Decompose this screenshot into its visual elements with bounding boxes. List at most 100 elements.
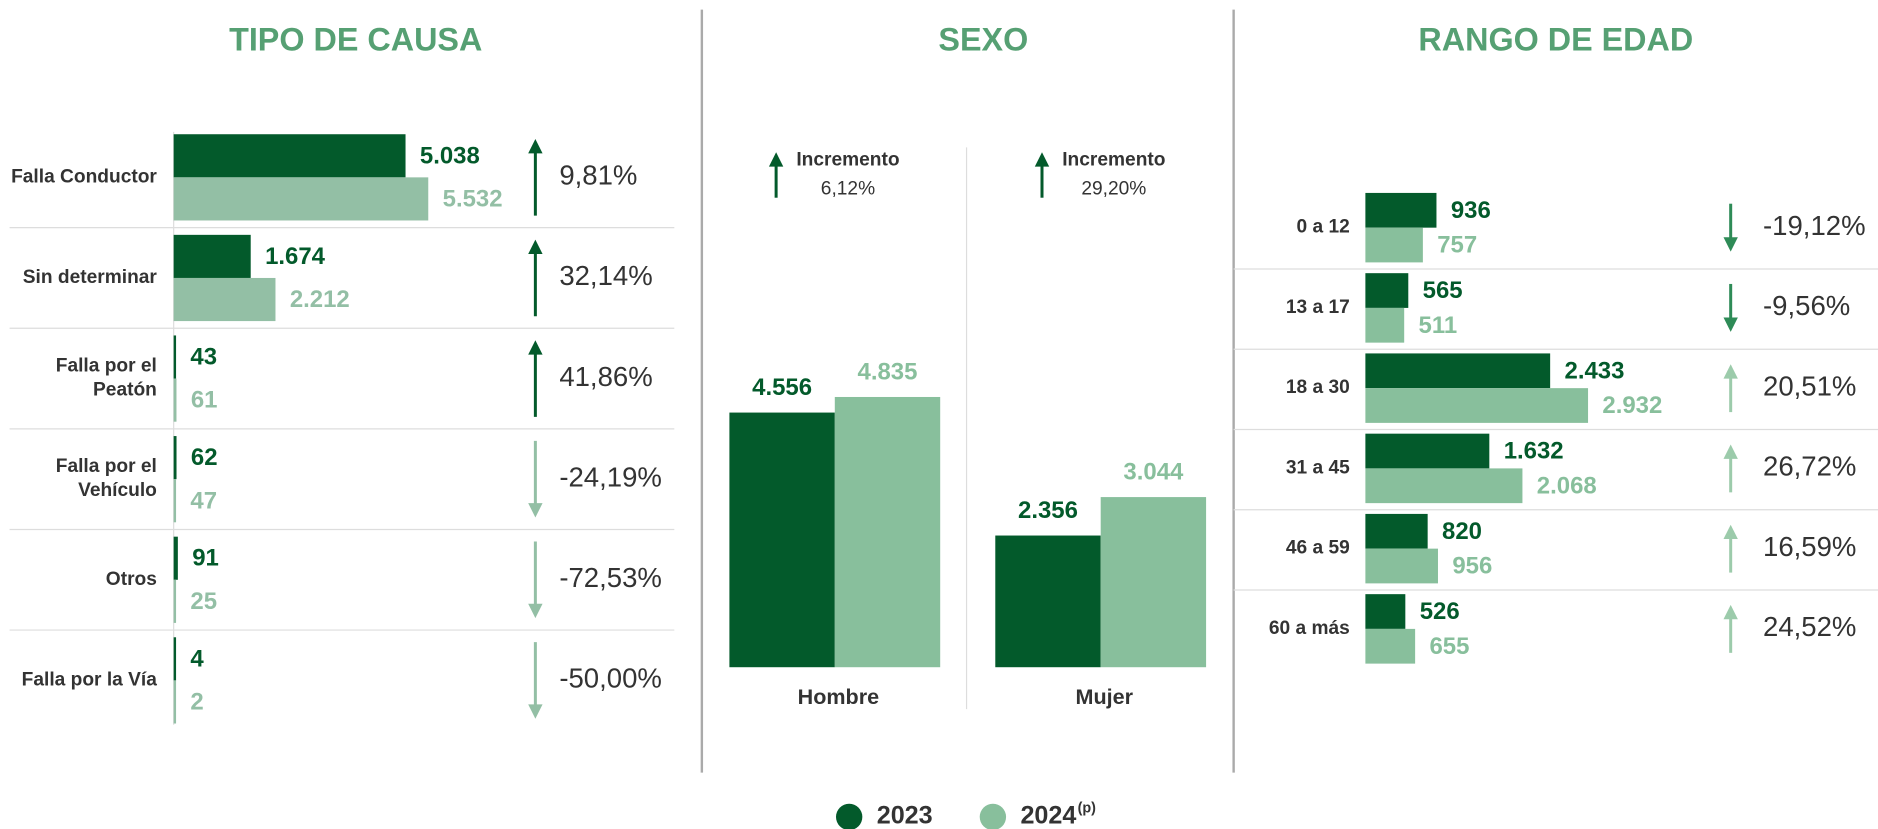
bar bbox=[173, 134, 406, 178]
change-arrow bbox=[528, 139, 543, 216]
bar bbox=[173, 579, 177, 623]
value-label: 4 bbox=[190, 645, 204, 672]
arrow-head bbox=[1723, 604, 1738, 620]
change-label: -9,56% bbox=[1763, 290, 1850, 321]
value-label: 655 bbox=[1429, 633, 1469, 660]
value-label: 61 bbox=[191, 387, 218, 414]
bar bbox=[1365, 227, 1423, 263]
category-label: 18 a 30 bbox=[1286, 377, 1350, 398]
category-label: 13 a 17 bbox=[1286, 297, 1350, 318]
bar bbox=[1365, 548, 1438, 584]
bar bbox=[729, 412, 835, 668]
change-arrow bbox=[1723, 444, 1738, 493]
value-label: 3.044 bbox=[1123, 458, 1184, 485]
bar bbox=[173, 479, 177, 523]
annotation-label: 6,12% bbox=[821, 178, 875, 199]
category-label: Falla por el Vehículo bbox=[56, 456, 157, 501]
annotation-title: Incremento bbox=[1062, 150, 1165, 171]
value-label: 47 bbox=[190, 487, 217, 514]
bar bbox=[1365, 307, 1405, 343]
category-label: 0 a 12 bbox=[1297, 217, 1350, 238]
value-label: 91 bbox=[192, 545, 219, 572]
value-label: 526 bbox=[1420, 598, 1460, 625]
bar bbox=[1365, 192, 1437, 228]
value-label: 956 bbox=[1452, 553, 1492, 580]
arrow-head bbox=[1723, 317, 1738, 332]
category-label: Falla por el Peatón bbox=[56, 356, 157, 401]
change-arrow bbox=[1723, 524, 1738, 573]
arrow-head bbox=[1723, 364, 1738, 379]
value-label: 757 bbox=[1437, 232, 1477, 259]
arrow-head bbox=[1723, 524, 1738, 540]
change-label: 41,86% bbox=[559, 361, 652, 392]
value-label: 4.835 bbox=[858, 358, 918, 385]
change-arrow bbox=[528, 340, 543, 417]
value-label: 4.556 bbox=[752, 374, 812, 401]
bar bbox=[173, 436, 177, 480]
category-label: Otros bbox=[106, 569, 157, 590]
bar bbox=[173, 234, 251, 278]
arrow-head bbox=[768, 152, 784, 167]
change-arrow bbox=[1034, 152, 1050, 198]
bar bbox=[173, 680, 177, 724]
bar bbox=[1365, 594, 1406, 629]
bar bbox=[834, 396, 941, 668]
bar bbox=[1100, 497, 1207, 668]
bar bbox=[1365, 388, 1589, 423]
value-label: 5.532 bbox=[443, 185, 503, 212]
category-label: Falla Conductor bbox=[11, 166, 157, 187]
bar bbox=[173, 378, 177, 422]
value-label: 936 bbox=[1451, 197, 1491, 224]
value-label: 43 bbox=[190, 344, 217, 371]
bar bbox=[173, 335, 177, 379]
value-label: 565 bbox=[1423, 277, 1463, 304]
chart-title: RANGO DE EDAD bbox=[1418, 22, 1693, 58]
change-arrow bbox=[768, 152, 784, 198]
value-label: 1.632 bbox=[1504, 438, 1564, 465]
arrow-head bbox=[1034, 152, 1050, 167]
annotation-title: Incremento bbox=[796, 150, 899, 171]
category-label: Mujer bbox=[1076, 684, 1134, 709]
bar bbox=[1365, 628, 1416, 664]
change-label: -19,12% bbox=[1763, 210, 1866, 241]
legend-swatch bbox=[979, 803, 1007, 829]
value-label: 2.212 bbox=[290, 286, 350, 313]
change-label: 26,72% bbox=[1763, 451, 1856, 482]
change-arrow bbox=[1723, 283, 1738, 332]
bar bbox=[173, 637, 177, 681]
arrow-head bbox=[1723, 237, 1738, 252]
bar bbox=[1365, 468, 1523, 504]
annotation-label: 29,20% bbox=[1081, 178, 1146, 199]
arrow-head bbox=[528, 503, 543, 518]
value-label: 511 bbox=[1419, 312, 1458, 339]
change-arrow bbox=[528, 440, 543, 518]
change-arrow bbox=[1723, 364, 1738, 413]
arrow-head bbox=[1723, 444, 1738, 459]
value-label: 62 bbox=[191, 444, 218, 471]
category-label: Falla por la Vía bbox=[22, 669, 158, 690]
change-arrow bbox=[528, 642, 543, 719]
bar bbox=[1365, 433, 1490, 469]
value-label: 1.674 bbox=[265, 243, 326, 270]
bar bbox=[173, 177, 429, 221]
value-label: 2.932 bbox=[1602, 392, 1662, 419]
arrow-head bbox=[528, 239, 543, 255]
value-label: 2.356 bbox=[1018, 497, 1078, 524]
arrow-head bbox=[528, 340, 543, 355]
value-label: 2.433 bbox=[1565, 357, 1625, 384]
change-arrow bbox=[528, 541, 543, 619]
legend-swatch bbox=[836, 803, 863, 829]
change-label: -24,19% bbox=[559, 461, 662, 492]
legend-label: 2023 bbox=[877, 802, 933, 829]
value-label: 820 bbox=[1442, 518, 1482, 545]
change-arrow bbox=[1723, 203, 1738, 252]
bar bbox=[1365, 273, 1409, 308]
change-label: -50,00% bbox=[559, 663, 662, 694]
bar bbox=[173, 536, 178, 580]
value-label: 5.038 bbox=[420, 142, 480, 169]
arrow-head bbox=[528, 603, 543, 619]
category-label: 31 a 45 bbox=[1286, 457, 1350, 478]
value-label: 25 bbox=[190, 588, 217, 615]
arrow-head bbox=[528, 139, 543, 154]
